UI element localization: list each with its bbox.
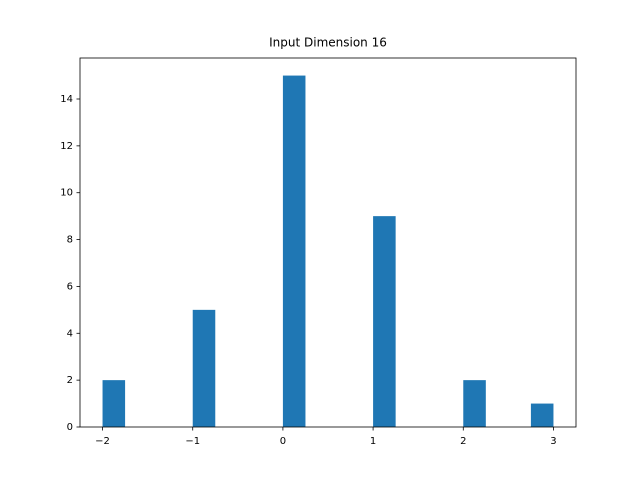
y-tick-label: 8 [67,235,73,246]
x-tick-label: 3 [550,436,556,447]
x-tick-label: 0 [280,436,286,447]
y-tick-label: 2 [67,375,73,386]
bar [463,380,486,427]
bar [102,380,126,427]
y-tick-label: 0 [67,422,73,433]
bar [530,403,554,427]
x-tick-label: −2 [95,436,110,447]
x-tick-label: 1 [370,436,376,447]
chart-title: Input Dimension 16 [269,36,387,50]
bar [373,216,396,427]
x-tick-label: −1 [185,436,200,447]
y-tick-label: 4 [67,328,73,339]
bar [282,75,306,428]
y-tick-label: 14 [60,94,73,105]
y-tick-label: 10 [60,188,73,199]
y-tick-label: 6 [67,281,73,292]
bar [192,309,216,427]
x-tick-label: 2 [460,436,466,447]
y-tick-label: 12 [60,141,73,152]
plot-frame [79,57,577,428]
